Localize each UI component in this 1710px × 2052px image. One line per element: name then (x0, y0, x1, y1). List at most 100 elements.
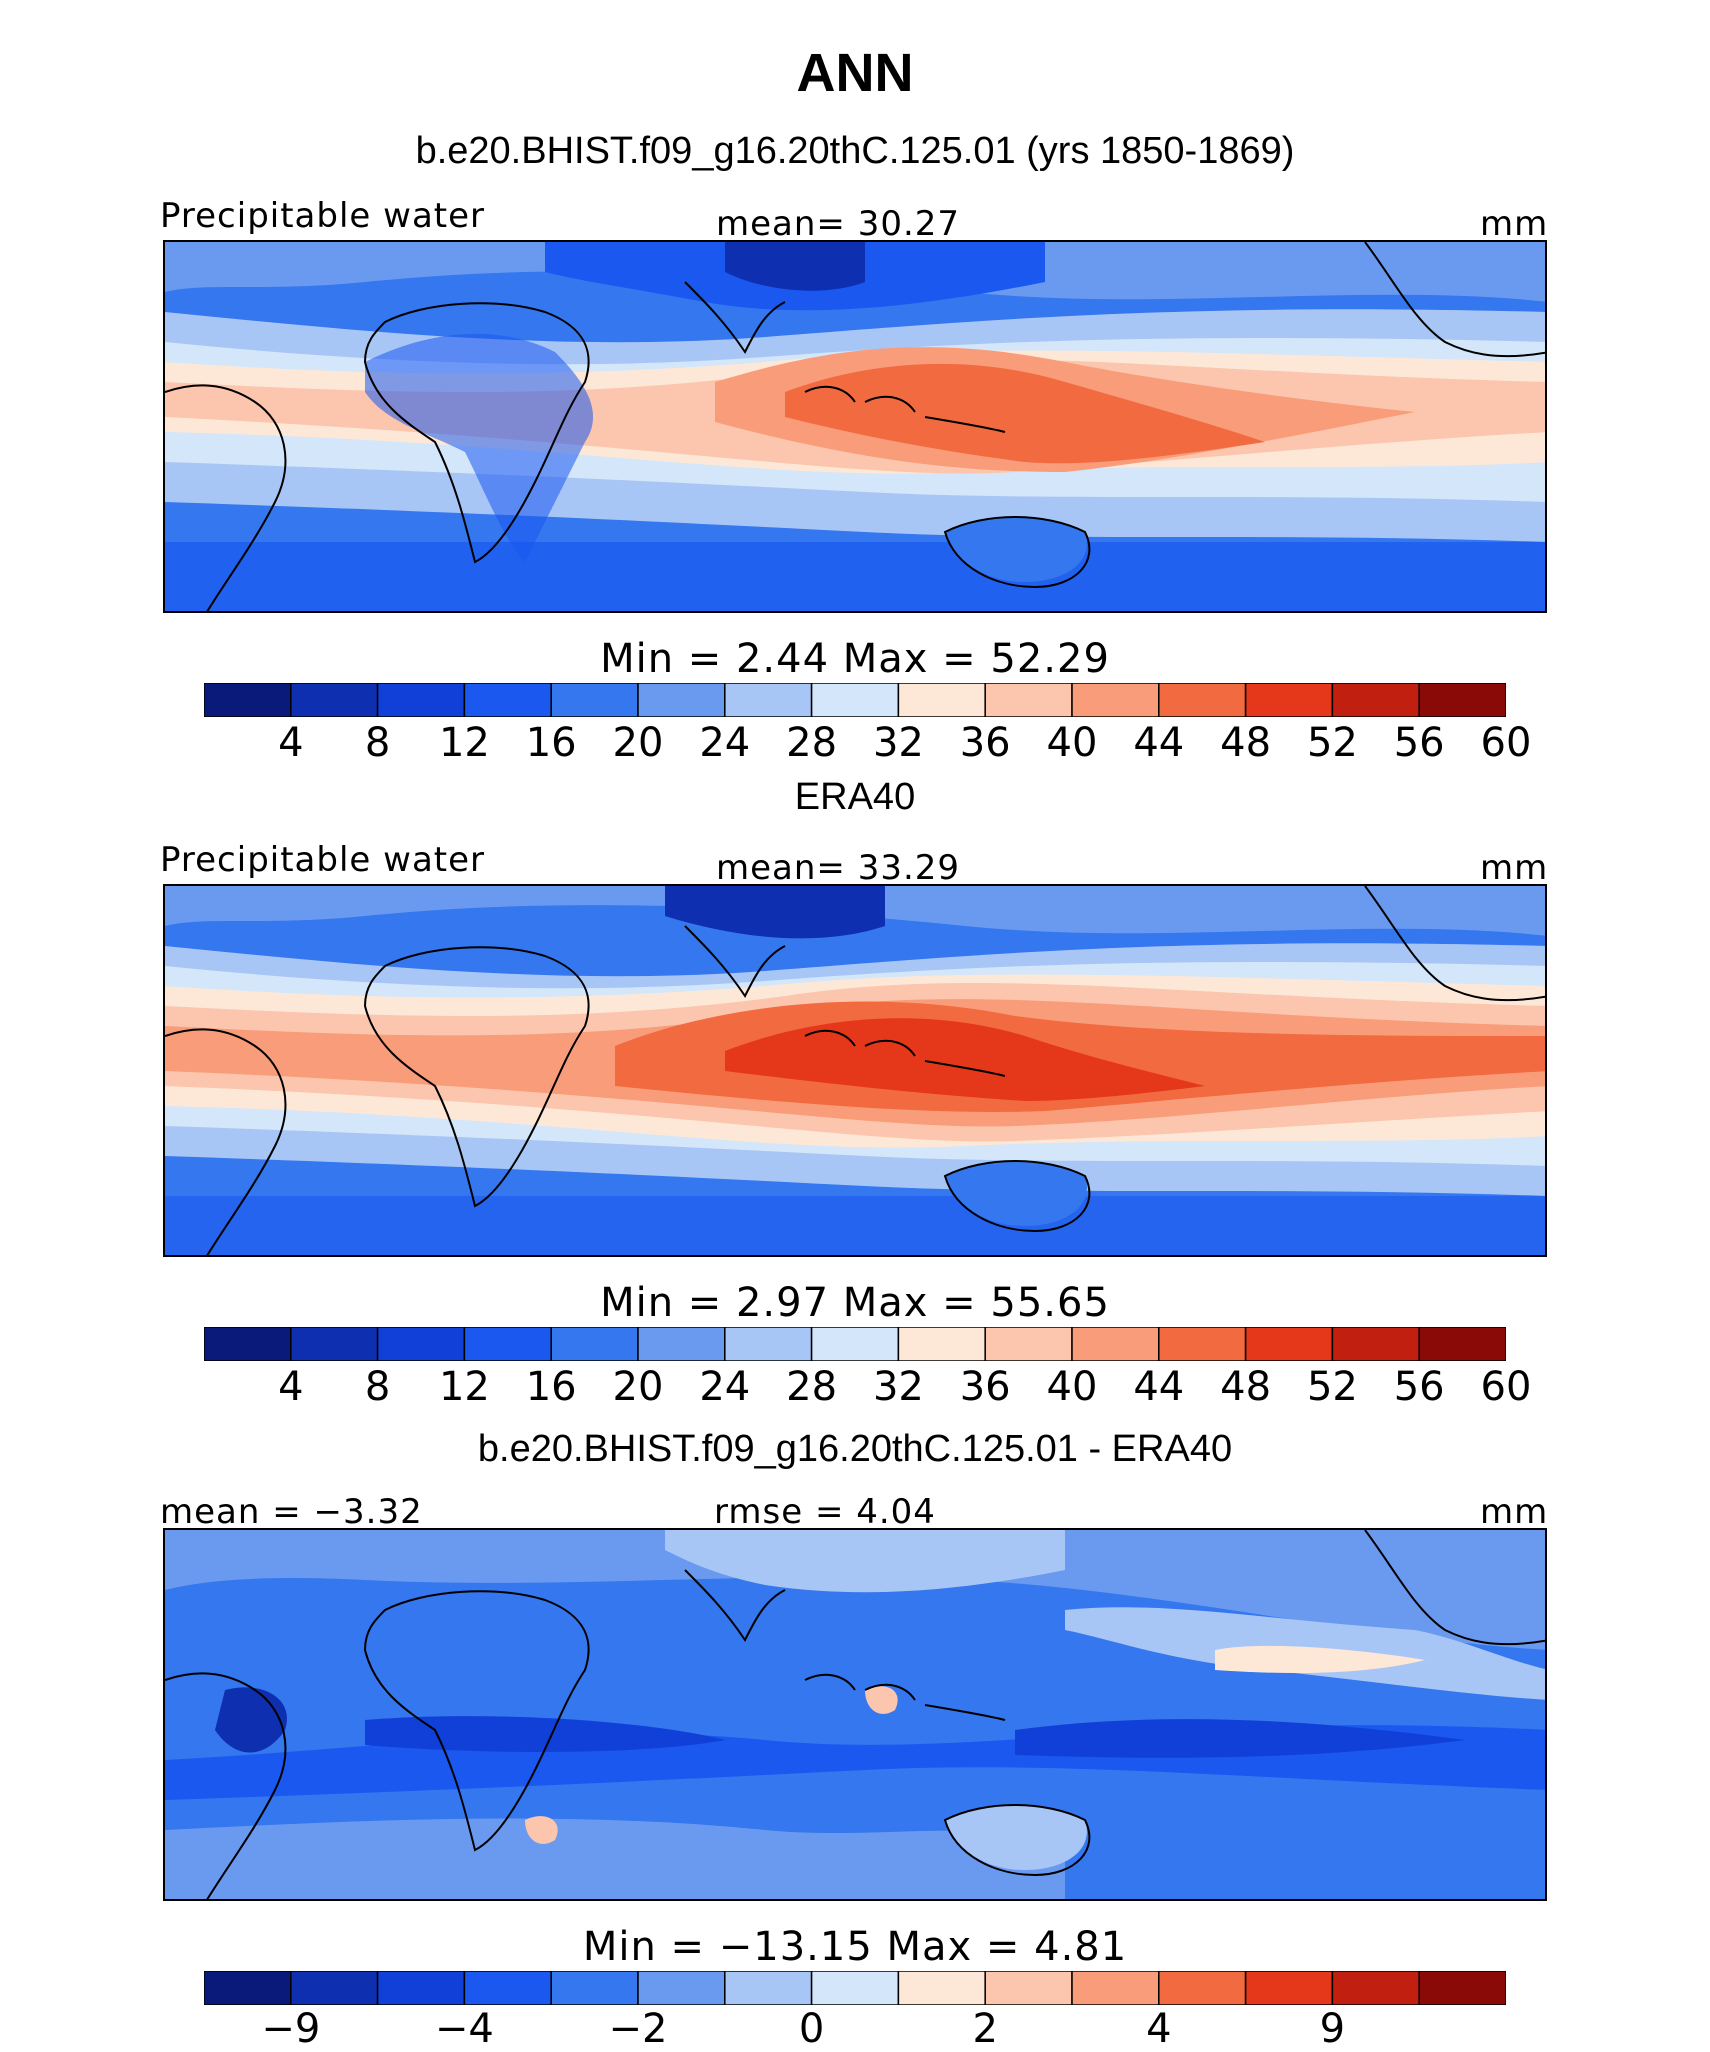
panel-3-minmax: Min = −13.15 Max = 4.81 (582, 1924, 1128, 1970)
panel-2-left-label: Precipitable water (160, 840, 486, 880)
colorbar-tick-label: 36 (959, 1364, 1011, 1410)
colorbar-swatch (810, 1971, 900, 2005)
colorbar-tick-label: 4 (1146, 2006, 1172, 2052)
colorbar-tick-label: 20 (612, 1364, 664, 1410)
colorbar-tick-label: 0 (798, 2006, 825, 2052)
colorbar-swatch (637, 683, 726, 717)
colorbar-tick-label: 20 (612, 720, 664, 766)
colorbar-tick-label: 16 (525, 720, 577, 766)
colorbar-swatch (290, 1327, 379, 1361)
colorbar-swatch (984, 1971, 1073, 2005)
panel-2-title: ERA40 (794, 776, 916, 818)
colorbar-tick-label: 48 (1220, 720, 1272, 766)
colorbar-tick-label: −9 (261, 2006, 321, 2052)
colorbar-swatch (1418, 683, 1506, 717)
panel-2-minmax: Min = 2.97 Max = 55.65 (600, 1280, 1110, 1326)
panel-1-left-label: Precipitable water (160, 196, 486, 236)
panel-1-map (163, 240, 1547, 613)
panel-3-units-label: mm (1480, 1492, 1549, 1532)
colorbar-tick-label: 12 (438, 720, 490, 766)
colorbar-tick-label: −2 (608, 2006, 668, 2052)
colorbar-swatch (724, 683, 813, 717)
colorbar-tick-label: 8 (364, 1364, 391, 1410)
colorbar-swatch (897, 683, 986, 717)
panel-1-colorbar (204, 683, 1506, 717)
colorbar-tick-label: 12 (438, 1364, 490, 1410)
panel-2-colorbar (204, 1327, 1506, 1361)
panel-2-map (163, 884, 1547, 1257)
colorbar-tick-label: 8 (364, 720, 391, 766)
panel-2-units-label: mm (1480, 848, 1549, 888)
colorbar-swatch (290, 1971, 379, 2005)
colorbar-swatch (1071, 683, 1160, 717)
colorbar-tick-label: 48 (1220, 1364, 1272, 1410)
colorbar-tick-label: 32 (872, 720, 924, 766)
panel-1-title: b.e20.BHIST.f09_g16.20thC.125.01 (yrs 18… (415, 130, 1295, 172)
colorbar-swatch (810, 683, 900, 717)
colorbar-tick-label: 2 (972, 2006, 998, 2052)
colorbar-swatch (550, 1971, 639, 2005)
colorbar-swatch (1158, 1327, 1247, 1361)
colorbar-swatch (463, 1971, 552, 2005)
colorbar-tick-label: −4 (434, 2006, 494, 2052)
colorbar-swatch (1244, 683, 1334, 717)
colorbar-swatch (984, 1327, 1073, 1361)
colorbar-swatch (1158, 683, 1247, 717)
colorbar-tick-label: 52 (1306, 720, 1358, 766)
colorbar-swatch (984, 683, 1073, 717)
colorbar-swatch (1418, 1971, 1506, 2005)
colorbar-tick-label: 24 (699, 1364, 751, 1410)
colorbar-swatch (1244, 1327, 1334, 1361)
colorbar-swatch (1331, 1327, 1420, 1361)
colorbar-tick-label: 40 (1046, 720, 1098, 766)
colorbar-swatch (897, 1971, 986, 2005)
colorbar-tick-label: 28 (786, 720, 838, 766)
colorbar-swatch (550, 1327, 639, 1361)
figure-title: ANN (796, 43, 914, 103)
colorbar-tick-label: 24 (699, 720, 751, 766)
colorbar-swatch (463, 1327, 552, 1361)
colorbar-swatch (376, 1971, 466, 2005)
colorbar-tick-label: 36 (959, 720, 1011, 766)
colorbar-tick-label: 44 (1133, 720, 1185, 766)
colorbar-tick-label: 4 (278, 1364, 304, 1410)
colorbar-swatch (724, 1327, 813, 1361)
panel-3-map (163, 1528, 1547, 1901)
colorbar-swatch (1418, 1327, 1506, 1361)
colorbar-swatch (290, 683, 379, 717)
panel-3-mean-label: mean = −3.32 (160, 1492, 423, 1532)
panel-1-minmax: Min = 2.44 Max = 52.29 (600, 636, 1110, 682)
colorbar-tick-label: 9 (1319, 2006, 1346, 2052)
colorbar-swatch (376, 683, 466, 717)
colorbar-tick-label: 56 (1393, 1364, 1445, 1410)
panel-3-rmse-label: rmse = 4.04 (714, 1492, 936, 1532)
colorbar-swatch (204, 683, 292, 717)
colorbar-swatch (550, 683, 639, 717)
colorbar-swatch (637, 1327, 726, 1361)
panel-2-mean-label: mean= 33.29 (716, 848, 961, 888)
colorbar-swatch (724, 1971, 813, 2005)
colorbar-swatch (1331, 683, 1420, 717)
colorbar-swatch (1331, 1971, 1420, 2005)
colorbar-tick-label: 56 (1393, 720, 1445, 766)
colorbar-swatch (204, 1327, 292, 1361)
colorbar-swatch (376, 1327, 466, 1361)
colorbar-swatch (637, 1971, 726, 2005)
colorbar-tick-label: 60 (1480, 1364, 1532, 1410)
colorbar-swatch (1244, 1971, 1334, 2005)
colorbar-swatch (1071, 1971, 1160, 2005)
colorbar-tick-label: 16 (525, 1364, 577, 1410)
panel-3-title: b.e20.BHIST.f09_g16.20thC.125.01 - ERA40 (477, 1428, 1233, 1470)
colorbar-tick-label: 28 (786, 1364, 838, 1410)
colorbar-swatch (1071, 1327, 1160, 1361)
colorbar-swatch (897, 1327, 986, 1361)
colorbar-tick-label: 52 (1306, 1364, 1358, 1410)
colorbar-tick-label: 44 (1133, 1364, 1185, 1410)
colorbar-swatch (463, 683, 552, 717)
colorbar-tick-label: 32 (872, 1364, 924, 1410)
panel-1-mean-label: mean= 30.27 (716, 204, 961, 244)
colorbar-tick-label: 40 (1046, 1364, 1098, 1410)
panel-3-colorbar (204, 1971, 1506, 2005)
colorbar-swatch (810, 1327, 900, 1361)
panel-1-units-label: mm (1480, 204, 1549, 244)
